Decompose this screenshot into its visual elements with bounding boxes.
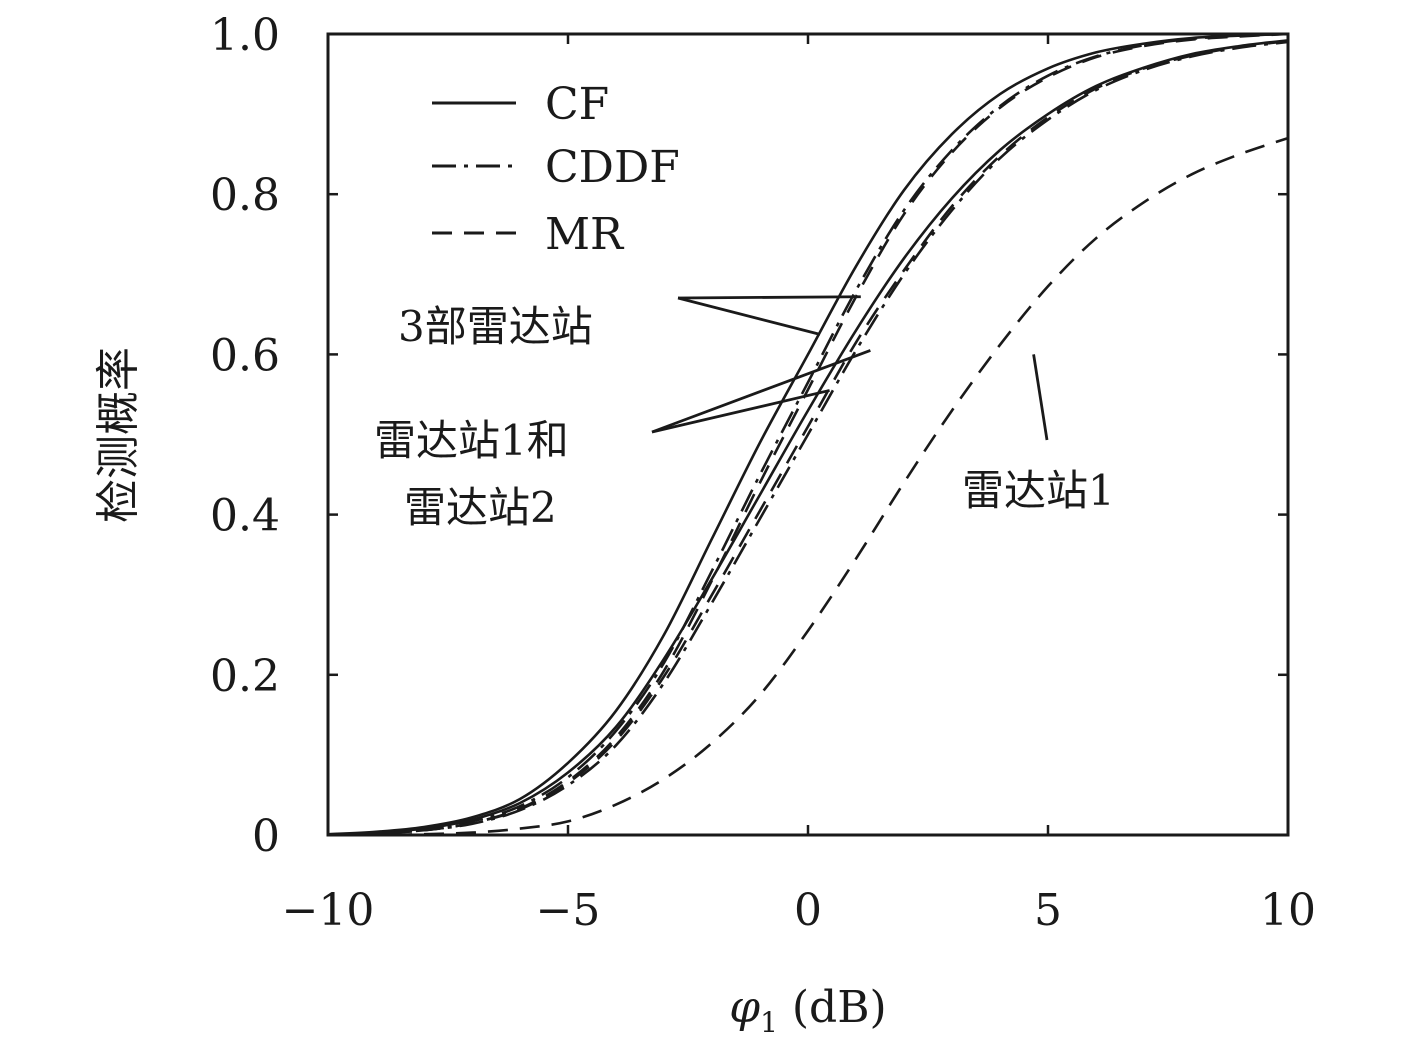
curves-layer <box>327 32 1289 837</box>
annotation-leader-line <box>677 295 861 300</box>
legend-label-mr: MR <box>545 209 625 260</box>
annotation-leader-line <box>1032 354 1049 441</box>
y-axis-title: 检测概率 <box>93 347 144 523</box>
series-line-cf-3 <box>327 39 1289 837</box>
y-tick-label: 0 <box>252 811 280 862</box>
legend-label-cddf: CDDF <box>545 142 680 193</box>
x-axis-title: φ1 (dB) <box>729 982 886 1039</box>
x-axis-title-subscript: 1 <box>760 1006 778 1039</box>
annotation-label: 雷达站1和 <box>374 416 569 465</box>
x-axis-title-unit: (dB) <box>792 982 887 1033</box>
y-tick-label: 0.4 <box>210 491 280 542</box>
annotation-leader-line <box>677 296 821 336</box>
y-tick-label: 0.2 <box>210 651 280 702</box>
series-line-mr-6 <box>327 136 1289 837</box>
annotation-label: 雷达站2 <box>404 483 557 532</box>
x-tick-label: 10 <box>1260 885 1316 936</box>
x-axis-title-symbol: φ <box>729 982 760 1033</box>
annotation-label: 3部雷达站 <box>398 302 593 351</box>
x-tick-label: 5 <box>1034 885 1062 936</box>
x-tick-label: −10 <box>282 885 375 936</box>
annotation-leader-line <box>651 389 830 434</box>
annotation-leader-line <box>651 349 871 434</box>
x-tick-label: −5 <box>536 885 601 936</box>
legend: CF CDDF MR <box>432 79 680 260</box>
series-line-cddf-1 <box>327 32 1289 837</box>
ticks-layer: −10 −5 0 5 10 0 0.2 0.4 0.6 0.8 1.0 <box>210 10 1316 936</box>
y-tick-label: 1.0 <box>210 10 280 61</box>
series-line-mr-5 <box>327 39 1289 837</box>
y-tick-label: 0.6 <box>210 330 280 381</box>
annotation-label: 雷达站1 <box>962 466 1115 515</box>
y-tick-label: 0.8 <box>210 170 280 221</box>
series-line-cf-0 <box>327 32 1289 836</box>
x-tick-label: 0 <box>794 885 822 936</box>
series-line-cddf-4 <box>327 40 1289 837</box>
legend-label-cf: CF <box>545 79 609 130</box>
